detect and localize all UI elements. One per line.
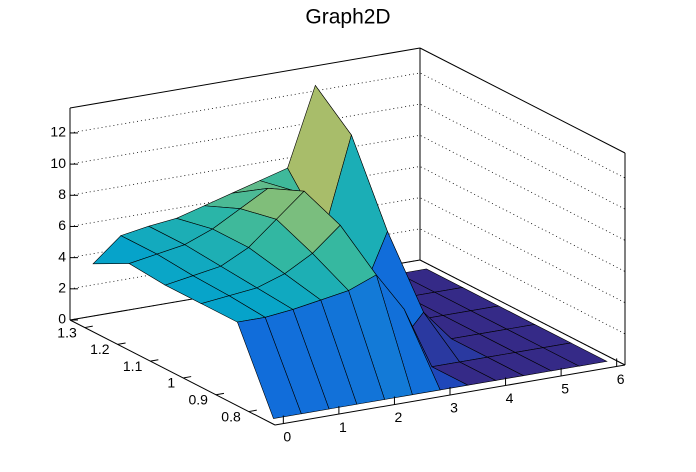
y-tick [183, 376, 192, 379]
y-tick [150, 359, 159, 362]
y-axis [69, 319, 276, 426]
y-tick-label: 0.9 [188, 391, 208, 407]
grid-line [69, 134, 626, 241]
y-tick [84, 325, 93, 329]
box-edge [69, 47, 421, 109]
z-tick-label: 6 [58, 217, 66, 233]
grid-line [69, 228, 626, 335]
x-tick-label: 5 [561, 381, 569, 397]
y-tick-label: 1.1 [123, 358, 143, 374]
x-tick-label: 4 [506, 390, 514, 406]
y-tick [215, 392, 225, 396]
y-tick-label: 1.3 [57, 324, 77, 340]
grid-line [69, 166, 626, 272]
grid-line [69, 197, 626, 304]
chart-title: Graph2D [305, 6, 390, 29]
y-tick-label: 0.8 [221, 408, 241, 424]
z-tick-label: 0 [58, 311, 66, 327]
z-tick-label: 2 [58, 280, 66, 296]
x-tick-label: 2 [395, 409, 403, 425]
x-tick-label: 1 [339, 419, 347, 435]
grid-line [69, 259, 626, 366]
y-tick [248, 409, 257, 413]
box-edge [419, 47, 626, 154]
surface-cell [237, 317, 302, 419]
y-tick [117, 342, 126, 345]
z-tick-label: 12 [50, 124, 66, 140]
x-tick-label: 0 [283, 428, 291, 444]
x-tick-label: 3 [450, 400, 458, 416]
z-tick-label: 10 [50, 155, 66, 171]
box-edge [419, 259, 626, 366]
x-tick-label: 6 [617, 371, 625, 387]
grid-line [69, 72, 626, 179]
z-tick-label: 8 [58, 186, 66, 202]
y-tick-label: 1 [167, 375, 175, 391]
z-tick-label: 4 [58, 248, 66, 264]
grid-line [69, 103, 626, 210]
y-tick-label: 1.2 [90, 341, 110, 357]
